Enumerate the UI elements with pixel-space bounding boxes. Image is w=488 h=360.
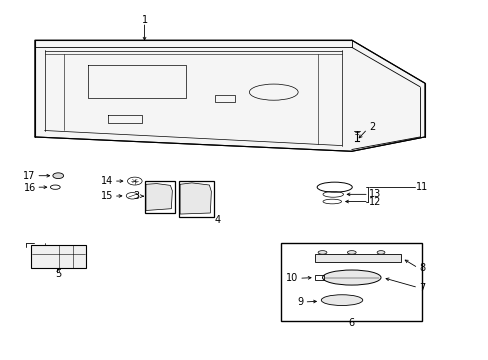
Ellipse shape bbox=[53, 173, 63, 179]
Text: 16: 16 bbox=[23, 183, 36, 193]
Text: 14: 14 bbox=[101, 176, 113, 186]
Ellipse shape bbox=[321, 295, 362, 306]
Text: 2: 2 bbox=[368, 122, 374, 132]
Text: 13: 13 bbox=[368, 189, 381, 199]
Text: 10: 10 bbox=[285, 273, 298, 283]
Text: 6: 6 bbox=[348, 319, 354, 328]
Ellipse shape bbox=[376, 251, 384, 254]
Text: 9: 9 bbox=[297, 297, 304, 307]
Bar bbox=[315, 275, 324, 280]
Text: 7: 7 bbox=[418, 283, 425, 293]
Polygon shape bbox=[35, 40, 424, 151]
Text: 15: 15 bbox=[100, 191, 113, 201]
Text: 17: 17 bbox=[23, 171, 36, 181]
Text: 11: 11 bbox=[415, 182, 427, 192]
Text: 12: 12 bbox=[368, 197, 381, 207]
Bar bbox=[178, 181, 213, 217]
Bar bbox=[144, 181, 174, 213]
Bar bbox=[281, 243, 422, 320]
Polygon shape bbox=[315, 253, 400, 262]
Text: 4: 4 bbox=[214, 215, 220, 225]
Ellipse shape bbox=[346, 251, 355, 254]
Polygon shape bbox=[146, 184, 172, 211]
Bar bbox=[215, 95, 234, 102]
Polygon shape bbox=[31, 245, 86, 268]
Text: 8: 8 bbox=[418, 263, 425, 273]
Ellipse shape bbox=[322, 270, 380, 285]
Polygon shape bbox=[180, 183, 211, 214]
Text: 1: 1 bbox=[141, 15, 147, 26]
Ellipse shape bbox=[318, 251, 326, 254]
Text: 3: 3 bbox=[133, 191, 139, 201]
Text: 5: 5 bbox=[55, 269, 61, 279]
